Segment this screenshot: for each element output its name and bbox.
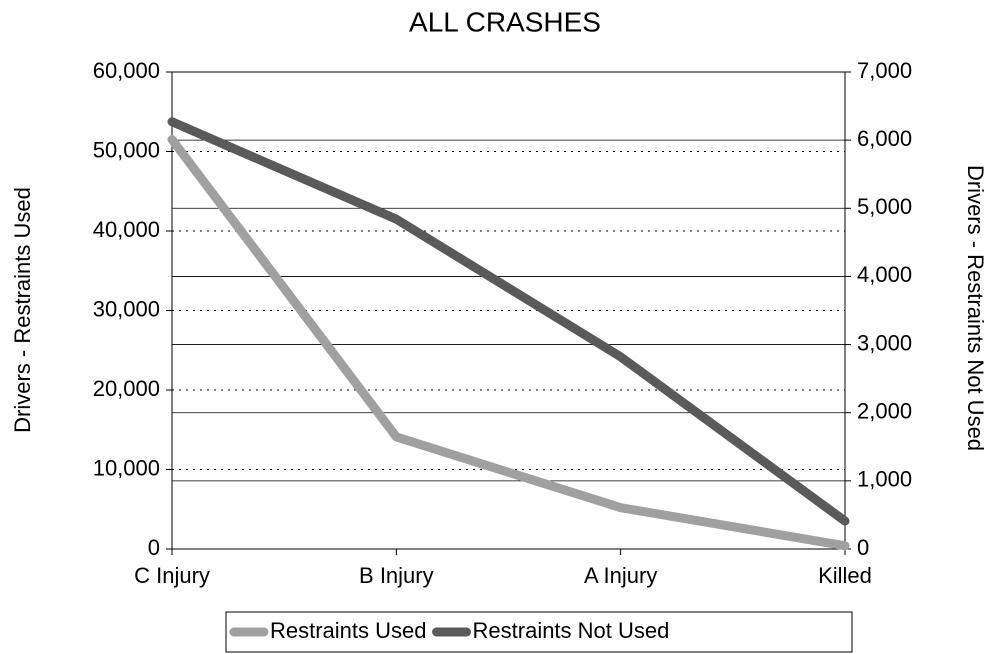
y2-tick-label: 4,000 [857, 262, 912, 287]
y2-axis-label: Drivers - Restraints Not Used [963, 165, 988, 451]
y2-tick-label: 0 [857, 535, 869, 560]
y-tick-label: 50,000 [93, 137, 160, 162]
x-tick-label: A Injury [584, 563, 657, 588]
y-tick-label: 30,000 [93, 296, 160, 321]
x-tick-label: Killed [818, 563, 872, 588]
y2-tick-label: 1,000 [857, 467, 912, 492]
legend-box [225, 611, 853, 653]
x-tick-label: B Injury [359, 563, 434, 588]
y2-tick-label: 3,000 [857, 330, 912, 355]
series-line [167, 117, 850, 526]
y-axis-label: Drivers - Restraints Used [10, 187, 35, 433]
y2-tick-label: 6,000 [857, 126, 912, 151]
series-line [167, 135, 850, 551]
legend-label: Restraints Used [270, 618, 427, 643]
x-tick-label: C Injury [134, 563, 210, 588]
y-tick-label: 40,000 [93, 217, 160, 242]
legend-label: Restraints Not Used [473, 618, 670, 643]
y2-tick-label: 7,000 [857, 58, 912, 83]
chart-title: ALL CRASHES [409, 6, 601, 37]
y-tick-label: 60,000 [93, 58, 160, 83]
y2-tick-label: 5,000 [857, 194, 912, 219]
y2-tick-label: 2,000 [857, 399, 912, 424]
y-tick-label: 20,000 [93, 376, 160, 401]
y-tick-label: 10,000 [93, 455, 160, 480]
y-tick-label: 0 [148, 535, 160, 560]
plot-frame [171, 71, 846, 550]
